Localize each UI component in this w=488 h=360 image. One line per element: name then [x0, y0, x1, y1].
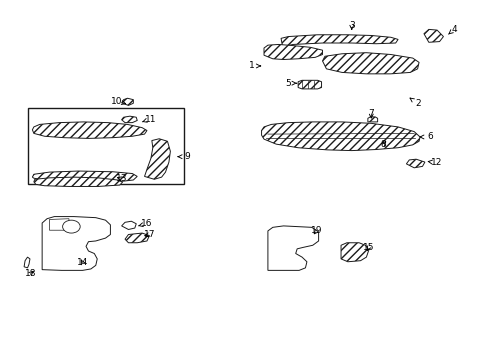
- Text: 14: 14: [77, 258, 88, 267]
- Text: 12: 12: [427, 158, 442, 167]
- Polygon shape: [49, 219, 69, 230]
- Polygon shape: [261, 122, 419, 150]
- Text: 13: 13: [116, 175, 127, 184]
- Bar: [27, 108, 183, 184]
- Polygon shape: [125, 233, 149, 243]
- Text: 3: 3: [348, 21, 354, 30]
- Polygon shape: [322, 53, 418, 74]
- Polygon shape: [42, 217, 110, 270]
- Text: 18: 18: [25, 269, 37, 278]
- Polygon shape: [406, 159, 424, 168]
- Text: 11: 11: [142, 114, 156, 123]
- Polygon shape: [264, 44, 322, 59]
- Text: 6: 6: [419, 132, 432, 141]
- Text: 10: 10: [111, 96, 125, 105]
- Text: 7: 7: [367, 109, 373, 118]
- Text: 4: 4: [447, 25, 456, 34]
- Text: 2: 2: [409, 98, 420, 108]
- Text: 8: 8: [380, 140, 386, 149]
- Polygon shape: [32, 171, 137, 183]
- Polygon shape: [32, 122, 147, 138]
- Text: 5: 5: [285, 79, 296, 88]
- Polygon shape: [144, 139, 170, 179]
- Polygon shape: [281, 35, 397, 46]
- Polygon shape: [267, 226, 318, 270]
- Polygon shape: [340, 243, 368, 262]
- Polygon shape: [24, 257, 30, 268]
- Polygon shape: [122, 116, 137, 123]
- Text: 19: 19: [310, 226, 322, 235]
- Text: 9: 9: [178, 152, 189, 161]
- Polygon shape: [423, 30, 443, 42]
- Text: 15: 15: [363, 243, 374, 252]
- Text: 1: 1: [248, 62, 260, 71]
- Text: 16: 16: [138, 219, 152, 228]
- Circle shape: [62, 220, 80, 233]
- Polygon shape: [122, 98, 133, 105]
- Polygon shape: [34, 177, 122, 186]
- Polygon shape: [298, 80, 321, 89]
- Text: 17: 17: [143, 230, 155, 239]
- Polygon shape: [122, 221, 136, 229]
- Polygon shape: [367, 117, 377, 122]
